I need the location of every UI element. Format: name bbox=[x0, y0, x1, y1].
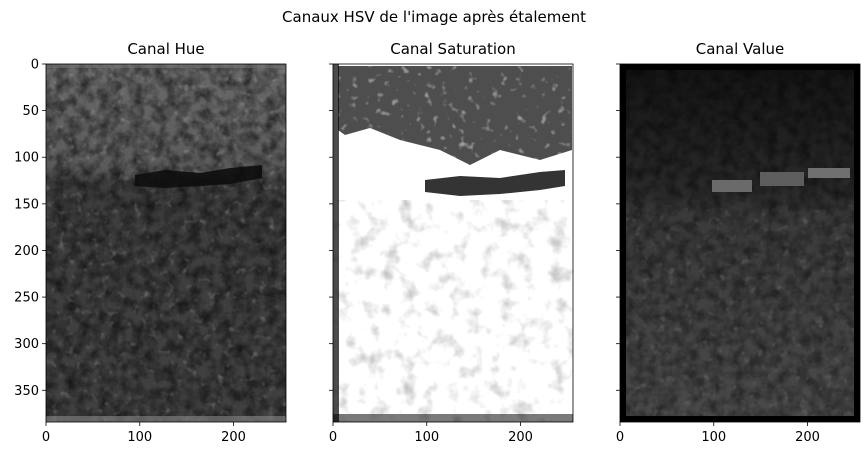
image-value bbox=[620, 64, 860, 422]
ytick-label-hue-350: 350 bbox=[14, 384, 39, 399]
xtick-label-hue-100: 100 bbox=[127, 430, 152, 445]
ytick-label-hue-0: 0 bbox=[31, 58, 39, 73]
ticks-layer: 0 100 200 0 50 100 150 200 250 300 350 0 100 200 0 100 2… bbox=[14, 58, 820, 446]
ytick-label-hue-50: 50 bbox=[22, 104, 39, 119]
image-hue bbox=[46, 64, 286, 422]
xtick-label-value-100: 100 bbox=[701, 430, 726, 445]
axes-title-saturation: Canal Saturation bbox=[390, 40, 516, 58]
ytick-label-hue-100: 100 bbox=[14, 151, 39, 166]
xtick-label-value-0: 0 bbox=[616, 430, 624, 445]
xtick-label-hue-0: 0 bbox=[42, 430, 50, 445]
figure-suptitle: Canaux HSV de l'image après étalement bbox=[282, 8, 586, 26]
ytick-label-hue-300: 300 bbox=[14, 337, 39, 352]
xtick-label-saturation-200: 200 bbox=[508, 430, 533, 445]
axes-hue bbox=[45, 63, 287, 423]
xtick-label-saturation-0: 0 bbox=[329, 430, 337, 445]
xtick-label-saturation-100: 100 bbox=[414, 430, 439, 445]
axes-saturation bbox=[332, 63, 574, 423]
axes-title-hue: Canal Hue bbox=[127, 40, 204, 58]
ytick-label-hue-200: 200 bbox=[14, 244, 39, 259]
axes-value bbox=[619, 63, 861, 423]
ytick-label-hue-250: 250 bbox=[14, 291, 39, 306]
axes-title-value: Canal Value bbox=[696, 40, 785, 58]
ytick-label-hue-150: 150 bbox=[14, 197, 39, 212]
xtick-label-hue-200: 200 bbox=[221, 430, 246, 445]
image-saturation bbox=[333, 64, 573, 422]
xtick-label-value-200: 200 bbox=[795, 430, 820, 445]
